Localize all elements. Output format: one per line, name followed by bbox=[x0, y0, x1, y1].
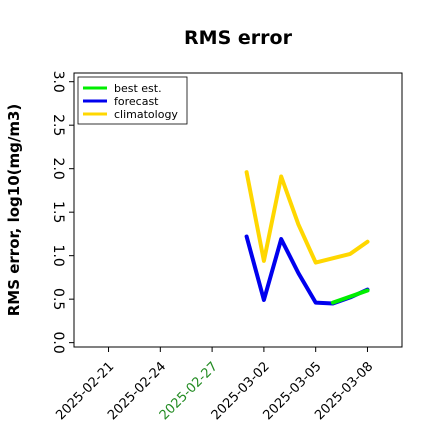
y-tick-label: 1.0 bbox=[50, 245, 66, 267]
y-tick-label: 1.5 bbox=[50, 201, 66, 223]
legend-label-forecast: forecast bbox=[114, 95, 159, 108]
chart-title: RMS error bbox=[184, 27, 293, 49]
y-tick-label: 0.0 bbox=[50, 332, 66, 354]
legend-label-climatology: climatology bbox=[114, 108, 178, 121]
plot-frame bbox=[73, 72, 403, 348]
series-lines bbox=[244, 170, 370, 306]
y-axis: 0.0 0.5 1.0 1.5 2.0 2.5 3.0 bbox=[50, 71, 74, 354]
y-tick-label: 2.0 bbox=[50, 158, 66, 180]
legend: best est. forecast climatology bbox=[77, 76, 188, 125]
y-tick-label: 3.0 bbox=[50, 71, 66, 93]
y-tick-label: 0.5 bbox=[50, 288, 66, 310]
y-tick-label: 2.5 bbox=[50, 114, 66, 136]
x-axis: 2025-02-212025-02-242025-02-272025-03-02… bbox=[53, 347, 376, 423]
legend-label-best-est: best est. bbox=[114, 82, 162, 95]
series-line-climatology bbox=[244, 170, 370, 265]
series-line-best-est bbox=[330, 288, 370, 305]
y-axis-label: RMS error, log10(mg/m3) bbox=[5, 104, 23, 317]
